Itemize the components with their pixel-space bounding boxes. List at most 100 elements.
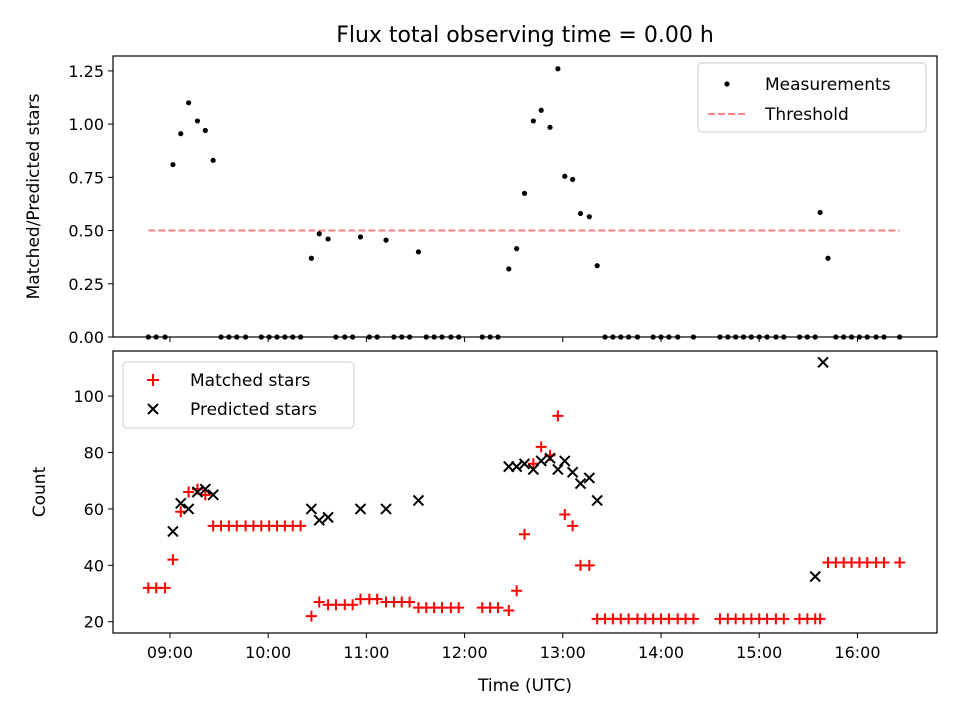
matched-star-point — [687, 613, 699, 625]
bottom-y-tick-label: 100 — [73, 387, 104, 406]
measurement-point — [202, 127, 208, 134]
bottom-x-axis-label: Time (UTC) — [477, 676, 572, 696]
measurement-point — [521, 190, 528, 196]
predicted-star-point — [182, 503, 195, 515]
predicted-star-point — [552, 463, 564, 476]
matched-star-point — [559, 509, 571, 521]
predicted-star-point — [544, 452, 556, 464]
measurement-point — [383, 237, 389, 243]
measurement-point — [506, 266, 512, 272]
predicted-star-point — [591, 494, 603, 507]
predicted-star-point — [559, 455, 571, 467]
predicted-star-point — [322, 511, 334, 524]
bottom-y-tick-label: 40 — [84, 556, 104, 575]
bottom-legend: Matched stars Predicted stars — [122, 361, 355, 429]
predicted-star-point — [305, 503, 318, 515]
predicted-star-point — [167, 525, 179, 538]
measurement-point — [586, 214, 592, 220]
predicted-star-point — [191, 486, 204, 498]
top-y-tick-label: 0.00 — [68, 328, 104, 347]
bottom-x-tick-label: 12:00 — [442, 643, 488, 662]
matched-star-point — [814, 613, 826, 625]
matched-star-point — [167, 554, 179, 566]
matched-star-point — [453, 602, 465, 614]
bottom-x-tick-label: 14:00 — [638, 643, 684, 662]
predicted-star-point — [566, 466, 579, 478]
measurement-point — [357, 234, 364, 240]
bottom-x-tick-label: 10:00 — [245, 643, 291, 662]
bottom-x-tick-label: 11:00 — [343, 643, 389, 662]
bottom-y-tick-label: 20 — [84, 613, 104, 632]
matched-star-point — [535, 441, 547, 453]
predicted-star-point — [817, 356, 829, 368]
bottom-x-axis: 09:00 10:00 11:00 12:00 13:00 14:00 15:00 16:00 — [147, 633, 881, 662]
bottom-panel-marks — [142, 356, 906, 625]
matched-star-point — [159, 582, 171, 594]
bottom-x-tick-label: 16:00 — [834, 643, 880, 662]
matched-star-point — [552, 410, 564, 422]
matched-star-point — [183, 486, 195, 498]
matched-star-point — [305, 610, 317, 622]
predicted-star-point — [354, 503, 367, 515]
bottom-x-tick-label: 09:00 — [147, 643, 193, 662]
predicted-star-point — [199, 483, 212, 495]
measurement-point — [415, 249, 422, 255]
legend-matched-plus-icon — [147, 374, 159, 386]
measurement-point — [594, 263, 600, 269]
bottom-y-tick-label: 60 — [84, 500, 104, 519]
predicted-star-point — [574, 477, 587, 490]
predicted-star-point — [583, 472, 596, 484]
matched-star-point — [371, 593, 383, 605]
bottom-y-axis: 20 40 60 80 100 — [73, 387, 113, 632]
top-legend: Measurements Threshold — [697, 62, 927, 133]
top-y-tick-label: 1.25 — [68, 62, 104, 81]
figure-title: Flux total observing time = 0.00 h — [336, 23, 714, 48]
top-y-axis: 0.00 0.25 0.50 0.75 1.00 1.25 — [68, 62, 113, 347]
top-y-tick-label: 0.75 — [68, 168, 104, 187]
bottom-y-tick-label: 80 — [84, 444, 104, 463]
measurement-point — [325, 236, 331, 242]
predicted-star-point — [380, 503, 392, 515]
measurement-point — [530, 118, 536, 124]
matched-star-point — [313, 596, 325, 608]
bottom-legend-box — [122, 361, 355, 429]
legend-predicted-x-icon — [147, 403, 159, 415]
predicted-star-point — [518, 458, 531, 470]
measurement-point — [316, 231, 322, 237]
measurement-point — [562, 173, 568, 179]
measurement-point — [825, 255, 831, 261]
measurement-point — [570, 176, 576, 183]
matched-star-point — [778, 613, 790, 625]
top-legend-box — [697, 62, 927, 133]
measurement-point — [555, 66, 561, 72]
bottom-x-tick-label: 15:00 — [736, 643, 782, 662]
legend-measurements-dot-icon — [724, 81, 730, 87]
predicted-star-point — [510, 460, 523, 473]
top-panel: 0.00 0.25 0.50 0.75 1.00 1.25 Matched/Predict… — [24, 55, 938, 347]
matched-star-point — [492, 602, 504, 614]
matched-star-point — [511, 585, 523, 597]
measurement-point — [547, 124, 553, 130]
measurement-point — [538, 107, 544, 113]
matched-star-point — [503, 604, 515, 616]
top-y-tick-label: 0.25 — [68, 275, 104, 294]
predicted-star-point — [535, 455, 547, 467]
legend-measurements-label: Measurements — [765, 75, 891, 95]
bottom-x-tick-label: 13:00 — [540, 643, 586, 662]
predicted-star-point — [313, 514, 325, 526]
top-y-tick-label: 1.00 — [68, 115, 104, 134]
measurement-point — [817, 209, 823, 216]
predicted-star-point — [412, 494, 425, 507]
bottom-y-axis-label: Count — [30, 466, 50, 517]
matched-star-point — [583, 559, 595, 571]
legend-predicted-label: Predicted stars — [190, 400, 317, 420]
measurement-point — [514, 246, 520, 252]
predicted-star-point — [207, 489, 219, 501]
legend-matched-label: Matched stars — [190, 371, 310, 391]
predicted-star-point — [809, 570, 821, 583]
bottom-panel: 20 40 60 80 100 09:00 10:00 11:00 12:00 13:00 14:… — [30, 350, 938, 696]
top-x-ticks — [169, 337, 858, 342]
measurement-point — [210, 157, 216, 163]
matched-star-point — [519, 528, 531, 540]
